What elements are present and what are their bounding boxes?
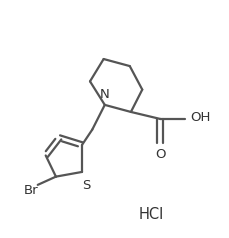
Text: Br: Br: [24, 184, 38, 197]
Text: HCl: HCl: [138, 207, 163, 222]
Text: O: O: [155, 149, 165, 161]
Text: OH: OH: [189, 111, 210, 124]
Text: S: S: [82, 179, 90, 193]
Text: N: N: [99, 88, 109, 101]
